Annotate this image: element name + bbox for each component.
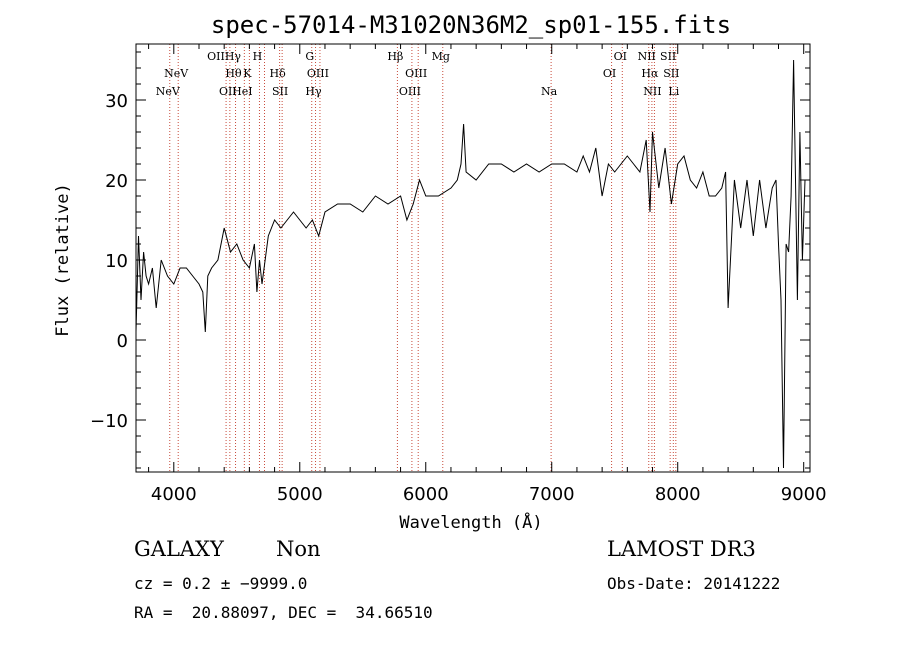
- y-tick-label: −10: [90, 411, 128, 432]
- emission-line-label: OI: [614, 50, 627, 63]
- y-axis-ticks: −10 0 10 20 30: [90, 51, 810, 469]
- emission-line-label: Hα: [641, 67, 659, 80]
- emission-line-label: OIII: [405, 67, 427, 80]
- y-tick-label: 20: [105, 171, 128, 192]
- x-tick-label: 9000: [781, 484, 827, 505]
- x-tick-label: 5000: [277, 484, 323, 505]
- emission-line-label: K: [243, 67, 252, 80]
- emission-line-label: Hβ: [387, 50, 403, 63]
- x-axis-label: Wavelength (Å): [399, 511, 542, 533]
- emission-line-label: OIIHγ: [207, 50, 241, 63]
- emission-line-label: OIII: [399, 85, 421, 98]
- emission-line-label: SII: [272, 85, 288, 98]
- emission-line-label: G: [305, 50, 314, 63]
- emission-line-label: NeV: [164, 67, 189, 80]
- x-tick-label: 7000: [529, 484, 575, 505]
- emission-line-label: OI: [603, 67, 616, 80]
- emission-line-label: HeI: [232, 85, 252, 98]
- emission-line-label: NII: [638, 50, 656, 63]
- emission-line-markers: [169, 44, 677, 472]
- y-tick-label: 30: [105, 91, 128, 112]
- emission-line-label: OII: [219, 85, 237, 98]
- emission-line-label: Na: [541, 85, 558, 98]
- y-tick-label: 0: [117, 331, 128, 352]
- redshift-info: cz = 0.2 ± −9999.0: [134, 574, 308, 593]
- object-subclass: Non: [276, 537, 321, 561]
- x-tick-label: 6000: [403, 484, 449, 505]
- x-axis-ticks: 4000 5000 6000 7000 8000 9000: [148, 44, 827, 505]
- x-tick-label: 8000: [655, 484, 701, 505]
- emission-line-label: Li: [668, 85, 679, 98]
- emission-line-label: NeV: [156, 85, 181, 98]
- chart-title: spec-57014-M31020N36M2_sp01-155.fits: [211, 11, 731, 39]
- emission-line-label: H: [253, 50, 263, 63]
- x-tick-label: 4000: [151, 484, 197, 505]
- emission-line-label: Hγ: [305, 85, 322, 98]
- emission-line-label: SII: [663, 67, 679, 80]
- y-tick-label: 10: [105, 251, 128, 272]
- coordinates-info: RA = 20.88097, DEC = 34.66510: [134, 603, 433, 622]
- emission-line-label: Hδ: [270, 67, 287, 80]
- y-axis-label: Flux (relative): [53, 183, 73, 337]
- plot-frame: [135, 43, 811, 473]
- emission-line-labels: NeVNeVOIIHγOIIHθHeIKHHδSIIGHγOIIIHβOIIIO…: [156, 50, 680, 98]
- emission-line-label: Hθ: [225, 67, 242, 80]
- object-class: GALAXY: [134, 537, 224, 561]
- emission-line-label: Mg: [432, 50, 450, 63]
- observation-date: Obs-Date: 20141222: [607, 574, 781, 593]
- survey-name: LAMOST DR3: [607, 537, 756, 561]
- emission-line-label: SII: [660, 50, 676, 63]
- emission-line-label: OIII: [307, 67, 329, 80]
- emission-line-label: NII: [643, 85, 661, 98]
- spectrum-series-line: [135, 59, 806, 469]
